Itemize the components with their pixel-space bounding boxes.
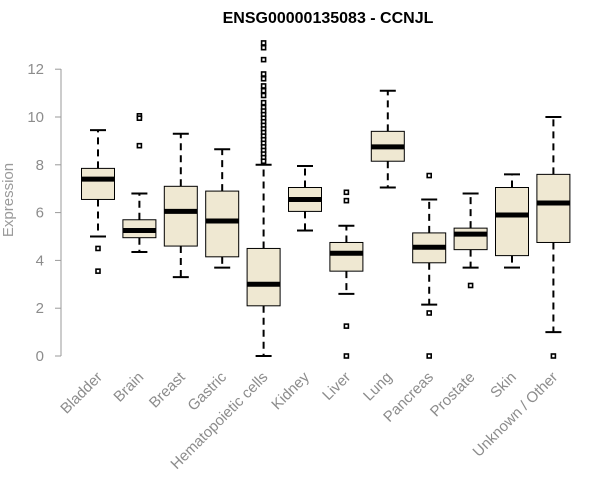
x-label-prostate: Prostate	[427, 369, 479, 421]
outlier-pancreas-1	[426, 310, 433, 316]
box-unknown-other	[536, 173, 571, 243]
outlier-hematopoietic-cells-4	[260, 75, 267, 82]
x-label-bladder: Bladder	[57, 369, 106, 418]
y-tick-label-2: 2	[36, 300, 44, 317]
box-skin	[495, 187, 529, 257]
outlier-hematopoietic-cells-2	[260, 56, 267, 63]
outlier-brain-1	[136, 115, 143, 121]
outlier-brain-2	[136, 142, 143, 149]
box-group-breast	[163, 132, 198, 279]
y-axis-label: Expression	[0, 163, 17, 237]
outlier-bladder-1	[95, 268, 101, 274]
outlier-hematopoietic-cells-5	[260, 83, 267, 89]
outlier-unknown-other-0	[550, 353, 557, 359]
box-liver	[329, 241, 364, 272]
box-group-unknown-other	[536, 116, 571, 359]
outlier-hematopoietic-cells-3	[260, 71, 267, 77]
outlier-hematopoietic-cells-6	[260, 87, 267, 94]
box-hematopoietic-cells	[246, 247, 281, 307]
x-label-brain: Brain	[110, 369, 147, 406]
outlier-liver-3	[343, 353, 350, 359]
box-group-pancreas	[412, 172, 447, 359]
y-tick-label-8: 8	[36, 157, 44, 174]
box-group-liver	[329, 189, 364, 359]
outlier-prostate-0	[467, 282, 474, 289]
box-group-skin	[495, 173, 529, 269]
x-label-skin: Skin	[487, 369, 520, 402]
outlier-bladder-0	[95, 245, 101, 252]
outlier-liver-2	[343, 323, 350, 329]
box-prostate	[453, 227, 488, 251]
box-group-prostate	[453, 192, 488, 289]
x-label-kidney: Kidney	[268, 368, 313, 413]
y-tick-label-10: 10	[27, 109, 44, 126]
y-tick-label-4: 4	[36, 252, 44, 269]
box-group-lung	[370, 89, 405, 189]
y-axis-ticks: 0 2 4 6 8 10 12	[27, 61, 61, 365]
y-tick-label-6: 6	[36, 205, 44, 222]
outlier-hematopoietic-cells-8	[260, 99, 267, 106]
box-group-gastric	[205, 148, 240, 269]
box-group-bladder	[81, 129, 115, 274]
outlier-hematopoietic-cells-24	[260, 158, 267, 165]
box-breast	[163, 185, 198, 247]
boxes-group	[81, 40, 571, 359]
y-tick-label-12: 12	[27, 61, 44, 78]
outlier-hematopoietic-cells-7	[260, 92, 267, 99]
outlier-hematopoietic-cells-1	[260, 44, 267, 51]
outlier-pancreas-2	[426, 353, 433, 359]
x-label-liver: Liver	[319, 369, 354, 404]
x-label-breast: Breast	[146, 368, 189, 411]
y-tick-label-0: 0	[36, 348, 44, 365]
box-group-kidney	[288, 164, 322, 232]
box-gastric	[205, 190, 240, 258]
box-bladder	[81, 167, 115, 200]
outlier-liver-0	[343, 189, 350, 196]
x-label-lung: Lung	[360, 369, 396, 405]
chart-title: ENSG00000135083 - CCNJL	[223, 10, 434, 27]
box-group-hematopoietic-cells	[246, 40, 281, 357]
outlier-liver-1	[343, 197, 350, 204]
outlier-pancreas-0	[426, 172, 433, 179]
outlier-hematopoietic-cells-0	[260, 40, 267, 46]
box-group-brain	[122, 113, 157, 254]
